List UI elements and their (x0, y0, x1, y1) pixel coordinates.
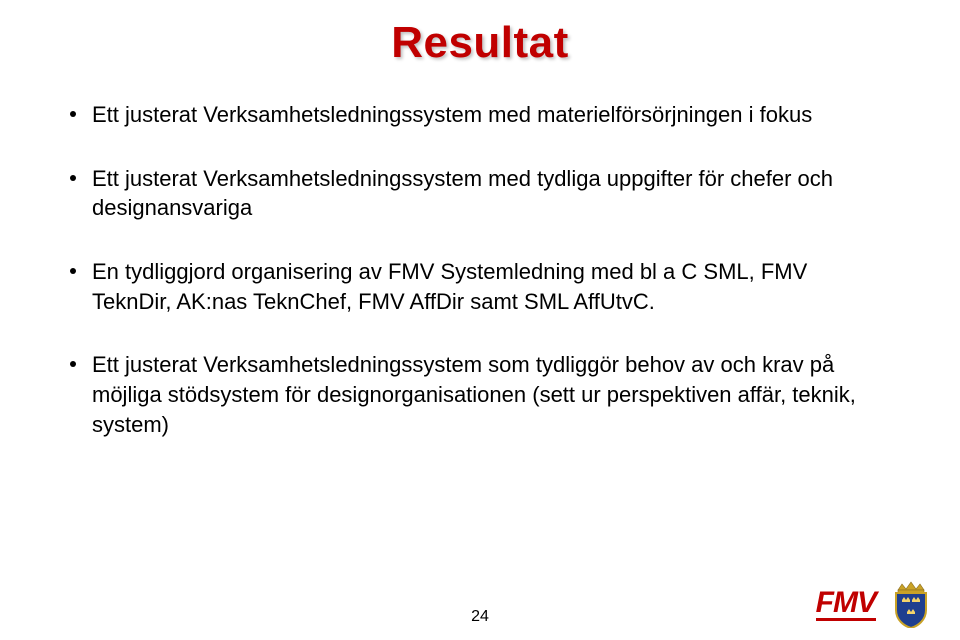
bullet-list: Ett justerat Verksamhetsledningssystem m… (70, 100, 890, 474)
fmv-logo: FMV (816, 588, 876, 621)
slide: Resultat Ett justerat Verksamhetsledning… (0, 0, 960, 640)
bullet-item: Ett justerat Verksamhetsledningssystem m… (70, 100, 890, 130)
bullet-dot-icon (70, 268, 76, 274)
bullet-text: Ett justerat Verksamhetsledningssystem m… (92, 100, 890, 130)
slide-footer: 24 FMV (0, 570, 960, 640)
bullet-dot-icon (70, 361, 76, 367)
bullet-text: Ett justerat Verksamhetsledningssystem m… (92, 164, 890, 223)
bullet-item: Ett justerat Verksamhetsledningssystem m… (70, 164, 890, 223)
footer-logos: FMV (816, 580, 932, 628)
bullet-item: Ett justerat Verksamhetsledningssystem s… (70, 350, 890, 439)
page-number: 24 (471, 608, 489, 626)
bullet-text: Ett justerat Verksamhetsledningssystem s… (92, 350, 890, 439)
crest-icon (890, 580, 932, 628)
bullet-text: En tydliggjord organisering av FMV Syste… (92, 257, 890, 316)
slide-title: Resultat (0, 18, 960, 68)
bullet-item: En tydliggjord organisering av FMV Syste… (70, 257, 890, 316)
bullet-dot-icon (70, 111, 76, 117)
bullet-dot-icon (70, 175, 76, 181)
